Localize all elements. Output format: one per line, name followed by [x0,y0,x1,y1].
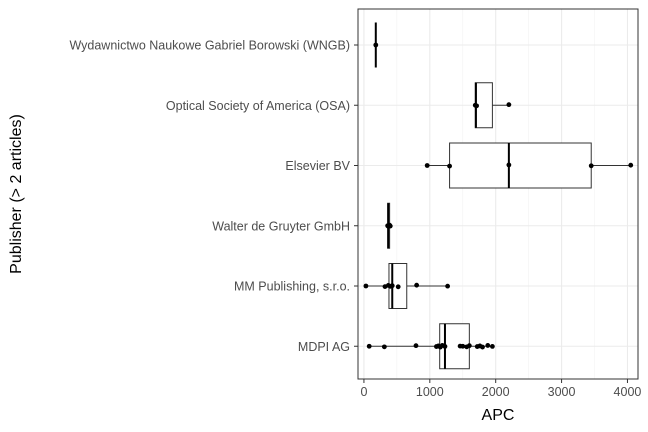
data-point [466,343,472,349]
data-point [485,343,491,348]
data-point [480,344,485,350]
data-point [389,283,395,289]
panel-background [358,9,638,379]
data-point [445,283,450,289]
y-tick-label: MM Publishing, s.r.o. [234,280,350,294]
data-point [506,102,512,108]
x-tick-label: 3000 [548,385,576,399]
data-point [413,343,419,349]
data-point [395,284,401,290]
data-point [414,282,420,288]
box-series [365,22,631,370]
x-tick-label: 1000 [416,385,444,399]
data-point [366,343,372,349]
data-point [373,42,379,48]
data-point [387,223,393,229]
box [449,142,592,189]
data-point [490,344,495,349]
data-point [442,344,448,349]
data-point [424,163,430,168]
y-tick-label: Wydawnictwo Naukowe Gabriel Borowski (WN… [69,39,350,53]
point-series [363,42,634,350]
y-tick-label: MDPI AG [298,340,350,354]
data-point [506,162,512,168]
x-tick-label: 2000 [482,385,510,399]
data-point [474,103,479,109]
data-point [460,343,466,349]
data-point [628,162,634,168]
y-tick-label: Walter de Gruyter GmbH [212,219,350,233]
x-axis-title: APC [482,407,515,424]
data-point [363,283,369,289]
x-tick-label: 4000 [614,385,642,399]
y-tick-label: Optical Society of America (OSA) [166,99,350,113]
panel-border [357,8,639,380]
data-point [447,163,452,169]
x-tick-label: 0 [360,385,367,399]
data-point [588,163,594,169]
data-point [381,344,387,350]
ticks: 0 1000 2000 3000 4000 Wydawnictwo Naukowe Gab… [69,39,641,400]
y-tick-label: Elsevier BV [285,159,350,173]
grid [358,9,638,379]
y-axis-title: Publisher (> 2 articles) [8,114,25,274]
